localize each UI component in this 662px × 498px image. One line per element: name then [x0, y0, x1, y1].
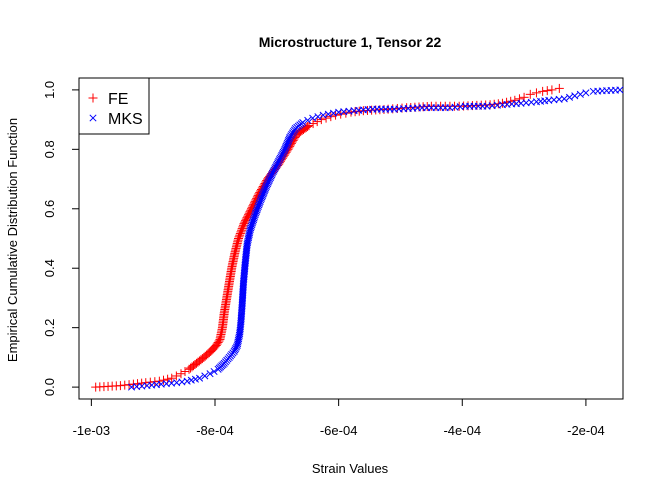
chart-title: Microstructure 1, Tensor 22 [259, 34, 442, 50]
y-axis-ticks: 0.0 0.2 0.4 0.6 0.8 1.0 [42, 81, 79, 396]
x-tick-label: -8e-04 [196, 423, 234, 438]
data-point [616, 86, 624, 94]
series-points [91, 83, 624, 392]
data-point [206, 370, 214, 378]
data-point [183, 377, 191, 385]
y-tick-label: 0.8 [42, 140, 57, 158]
x-tick-label: -6e-04 [320, 423, 358, 438]
data-point [531, 88, 541, 98]
plot-frame [78, 77, 624, 400]
data-point [308, 119, 318, 129]
x-axis-ticks: -1e-03 -8e-04 -6e-04 -4e-04 -2e-04 [73, 399, 605, 438]
data-point [560, 95, 568, 103]
data-point [547, 85, 557, 95]
data-point [525, 89, 535, 99]
data-point [210, 367, 218, 376]
y-tick-label: 0.6 [42, 200, 57, 218]
legend-marker-mks [89, 114, 97, 122]
x-tick-label: -4e-04 [443, 423, 481, 438]
data-point [571, 92, 579, 100]
data-point [582, 89, 590, 97]
legend: FE MKS [78, 77, 150, 135]
legend-marker-fe [88, 93, 98, 103]
legend-label-mks: MKS [108, 111, 143, 128]
data-point [538, 86, 548, 96]
y-tick-label: 0.0 [42, 378, 57, 396]
legend-box [78, 77, 150, 135]
x-tick-label: -1e-03 [73, 423, 111, 438]
y-tick-label: 0.4 [42, 259, 57, 277]
data-point [299, 119, 307, 127]
data-point [191, 375, 199, 383]
data-point [195, 374, 204, 382]
data-point [312, 117, 322, 127]
data-point [554, 83, 564, 93]
data-point [167, 373, 177, 383]
y-axis-label: Empirical Cumulative Distribution Functi… [5, 118, 20, 362]
data-point [542, 86, 552, 96]
data-point [309, 114, 317, 122]
data-point [187, 376, 195, 384]
data-point [565, 93, 574, 101]
data-point [204, 348, 214, 358]
data-point [171, 371, 181, 381]
data-point [576, 90, 584, 98]
y-tick-label: 1.0 [42, 81, 57, 99]
data-point [314, 113, 322, 121]
legend-items: FE MKS [88, 91, 143, 128]
data-point [201, 372, 209, 380]
series-fe [91, 83, 564, 392]
x-axis-label: Strain Values [312, 461, 389, 476]
legend-label-fe: FE [108, 91, 128, 108]
x-tick-label: -2e-04 [567, 423, 605, 438]
data-point [176, 369, 186, 379]
data-point [304, 116, 312, 124]
data-point [180, 367, 190, 377]
series-mks [127, 86, 624, 391]
y-tick-label: 0.2 [42, 319, 57, 337]
